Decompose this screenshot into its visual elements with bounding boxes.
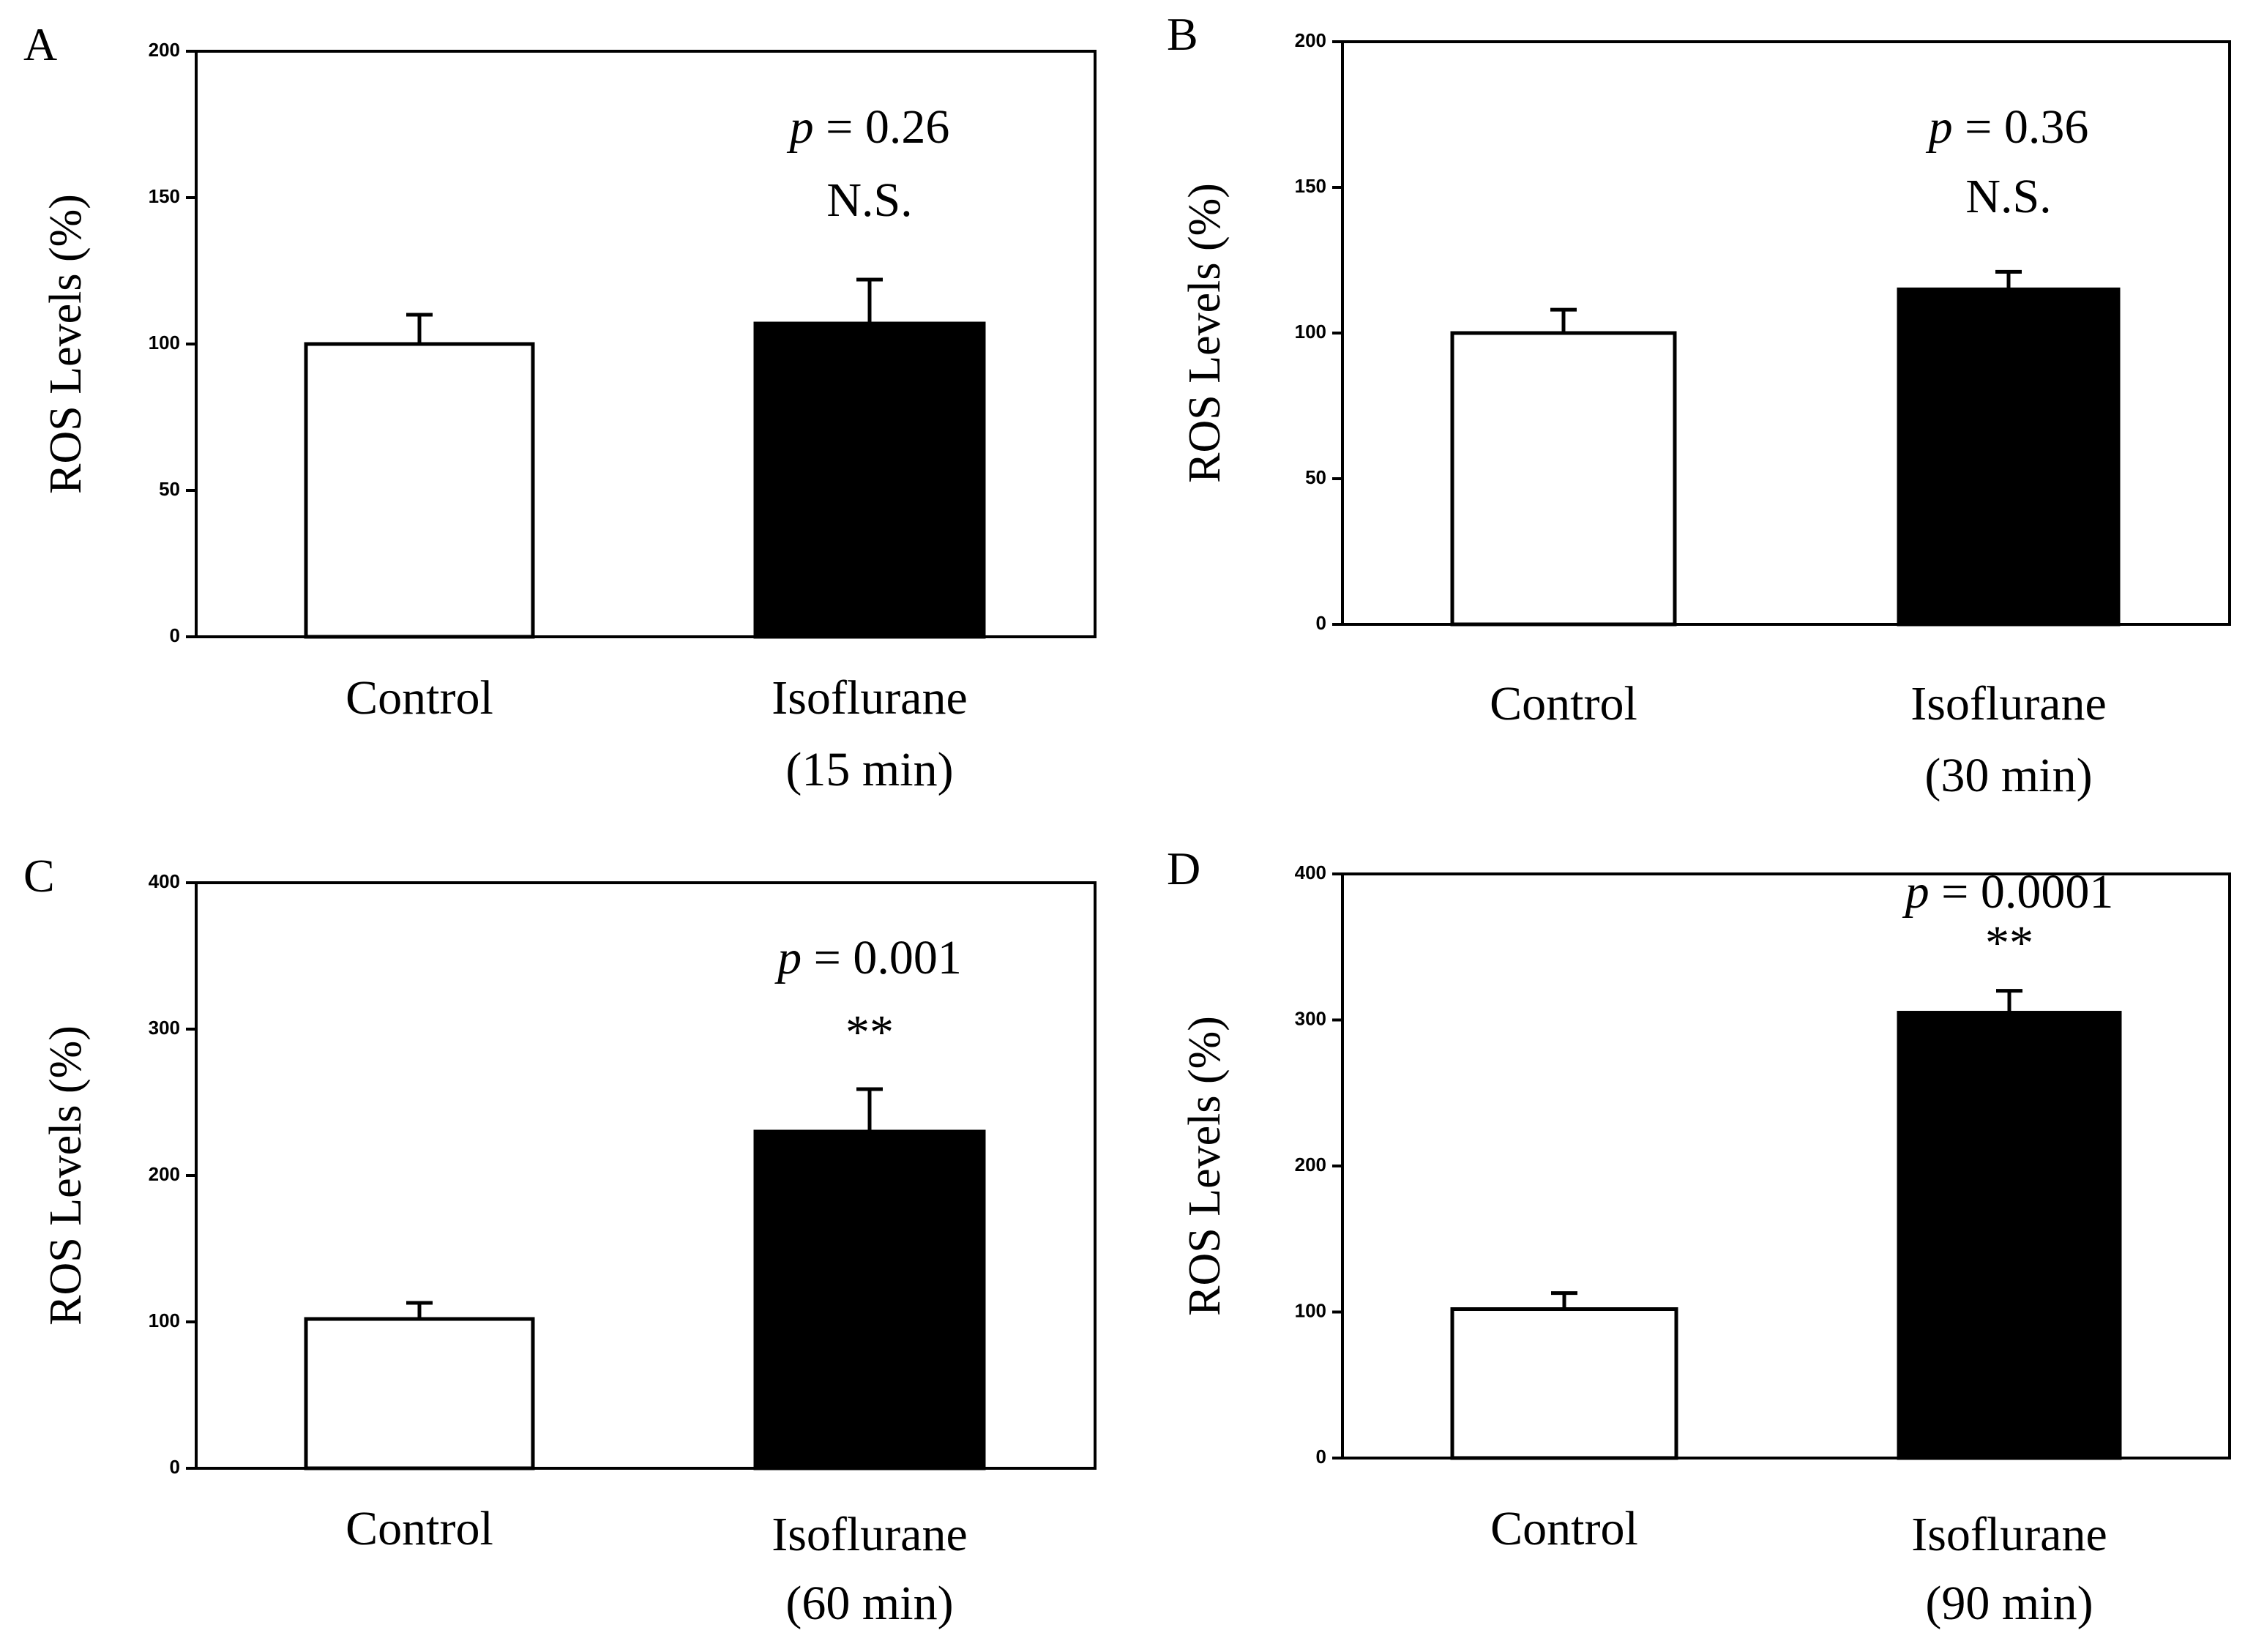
panel-a: A ROS Levels (%) 0 50 100 150 200 Control Isoflu… — [23, 18, 1097, 796]
category-label: Control — [1490, 677, 1637, 730]
category-label: (30 min) — [1924, 749, 2092, 802]
y-tick-label: 200 — [149, 39, 180, 61]
category-label: Isoflurane — [1911, 1508, 2107, 1561]
p-value-label: p = 0.26 — [787, 100, 950, 154]
panel-c: C ROS Levels (%) 0 100 200 300 400 Control Isofl… — [23, 850, 1097, 1630]
p-value-label: p = 0.36 — [1926, 100, 2089, 154]
panel-letter: C — [23, 850, 55, 902]
category-label: Isoflurane — [1910, 677, 2107, 730]
category-label: (90 min) — [1925, 1577, 2093, 1630]
y-tick-label: 100 — [149, 332, 180, 354]
y-tick-label: 200 — [149, 1163, 180, 1185]
y-tick-label: 100 — [1295, 1299, 1326, 1321]
category-label: Control — [345, 1502, 493, 1555]
y-tick-label: 150 — [1295, 175, 1326, 197]
y-tick-label: 400 — [1295, 861, 1326, 883]
y-tick-label: 300 — [149, 1017, 180, 1039]
y-axis-label: ROS Levels (%) — [1180, 183, 1230, 483]
y-tick-label: 150 — [149, 185, 180, 207]
bar-isoflurane — [753, 1129, 986, 1470]
bar-control — [304, 342, 535, 639]
category-label: (60 min) — [785, 1577, 953, 1630]
y-tick-label: 0 — [1316, 1446, 1326, 1468]
category-label: Control — [1490, 1502, 1638, 1555]
y-tick-label: 0 — [170, 1456, 180, 1478]
y-tick-label: 50 — [159, 478, 180, 500]
y-axis-label: ROS Levels (%) — [41, 194, 91, 494]
y-axis-label: ROS Levels (%) — [1180, 1016, 1230, 1316]
p-value-label: p = 0.0001 — [1902, 865, 2114, 919]
significance-label: ** — [845, 1006, 894, 1059]
bar-isoflurane — [753, 321, 986, 639]
y-axis-label: ROS Levels (%) — [41, 1025, 91, 1326]
panel-d: D ROS Levels (%) 0 100 200 300 400 Control Isofl… — [1167, 842, 2231, 1630]
y-tick-label: 400 — [149, 870, 180, 892]
bar-isoflurane — [1897, 287, 2121, 627]
category-label: Isoflurane — [772, 671, 968, 725]
y-tick-label: 200 — [1295, 29, 1326, 51]
category-label: (15 min) — [785, 743, 953, 796]
category-label: Control — [345, 671, 493, 725]
y-tick-label: 0 — [1316, 612, 1326, 634]
y-tick-label: 0 — [170, 624, 180, 646]
y-tick-label: 50 — [1305, 466, 1326, 488]
panel-letter: A — [23, 18, 57, 70]
y-tick-label: 300 — [1295, 1007, 1326, 1029]
y-tick-label: 200 — [1295, 1154, 1326, 1176]
significance-label: N.S. — [1965, 170, 2051, 223]
panel-b: B ROS Levels (%) 0 50 100 150 200 Control Isoflu… — [1167, 8, 2231, 802]
category-label: Isoflurane — [772, 1508, 968, 1561]
bar-control — [304, 1317, 535, 1470]
y-tick-label: 100 — [1295, 321, 1326, 343]
bar-isoflurane — [1897, 1011, 2122, 1460]
y-tick-label: 100 — [149, 1309, 180, 1331]
significance-label: N.S. — [826, 173, 912, 227]
bar-control — [1450, 331, 1677, 627]
panel-letter: B — [1167, 8, 1198, 60]
panel-letter: D — [1167, 842, 1200, 894]
p-value-label: p = 0.001 — [774, 931, 962, 984]
bar-control — [1450, 1307, 1678, 1460]
significance-label: ** — [1985, 916, 2033, 970]
